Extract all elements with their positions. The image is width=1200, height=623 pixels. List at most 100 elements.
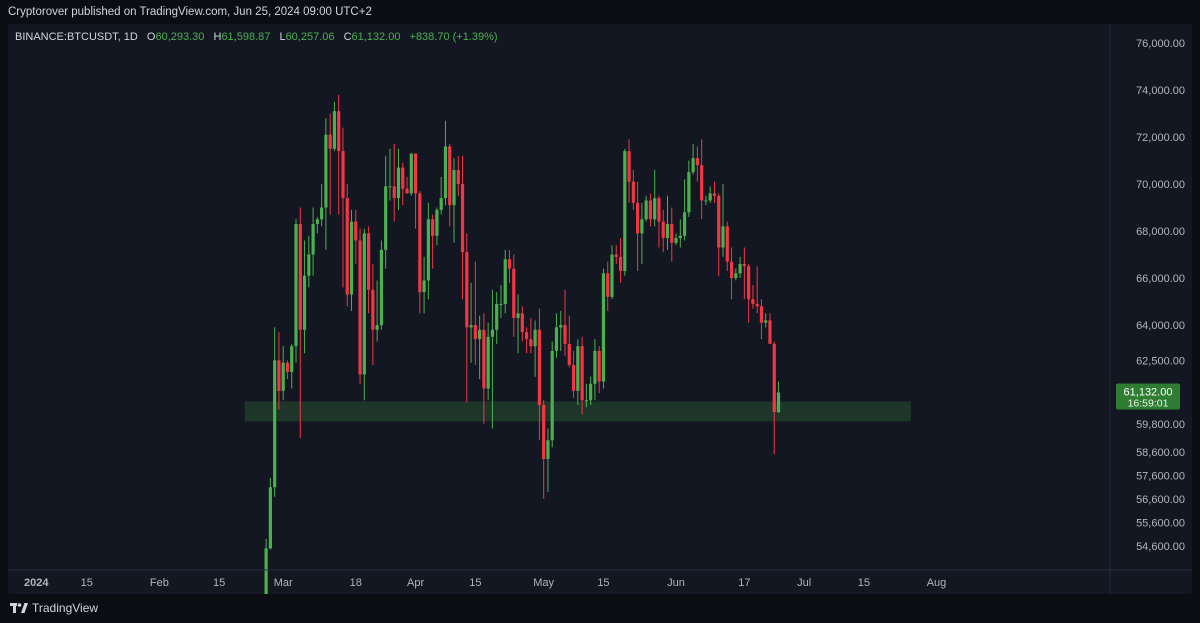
candle[interactable]: [379, 240, 384, 330]
candle[interactable]: [311, 207, 315, 276]
candle[interactable]: [751, 285, 755, 309]
candle[interactable]: [349, 209, 354, 311]
candle[interactable]: [422, 256, 426, 314]
candle[interactable]: [661, 209, 665, 253]
candle[interactable]: [495, 292, 499, 344]
candle[interactable]: [580, 336, 584, 415]
candle[interactable]: [747, 263, 751, 323]
candle[interactable]: [478, 315, 482, 380]
candle[interactable]: [268, 477, 272, 550]
candle[interactable]: [362, 228, 366, 401]
candle[interactable]: [367, 226, 371, 314]
candle[interactable]: [700, 139, 704, 220]
candle[interactable]: [285, 360, 290, 380]
candle[interactable]: [516, 294, 520, 354]
candle[interactable]: [384, 155, 388, 269]
candle[interactable]: [503, 249, 507, 314]
candle[interactable]: [499, 285, 503, 319]
candle[interactable]: [559, 310, 563, 351]
candle[interactable]: [315, 216, 319, 234]
candle[interactable]: [460, 155, 465, 300]
candle[interactable]: [375, 280, 379, 342]
candle[interactable]: [576, 339, 580, 405]
candle[interactable]: [507, 249, 512, 283]
candle[interactable]: [354, 209, 358, 264]
symbol-label[interactable]: BINANCE:BTCUSDT, 1D: [15, 31, 138, 43]
candle[interactable]: [764, 313, 768, 328]
candle[interactable]: [537, 308, 541, 441]
candle[interactable]: [529, 318, 533, 354]
candle[interactable]: [627, 139, 631, 203]
candle[interactable]: [734, 268, 738, 281]
candle[interactable]: [341, 127, 345, 288]
candle[interactable]: [708, 186, 712, 203]
candle[interactable]: [657, 195, 661, 248]
candle[interactable]: [307, 235, 311, 288]
candle[interactable]: [281, 346, 285, 401]
candle[interactable]: [298, 207, 302, 438]
candle[interactable]: [392, 144, 396, 222]
candle[interactable]: [704, 195, 708, 206]
candle[interactable]: [546, 428, 550, 492]
candle[interactable]: [264, 538, 268, 594]
candle[interactable]: [413, 153, 418, 229]
candle[interactable]: [524, 327, 529, 354]
candle[interactable]: [512, 254, 516, 337]
candle[interactable]: [738, 256, 742, 279]
candle[interactable]: [486, 322, 490, 401]
candle[interactable]: [636, 181, 640, 271]
candle[interactable]: [776, 381, 781, 414]
candle[interactable]: [554, 313, 559, 358]
candle[interactable]: [644, 195, 648, 222]
candle[interactable]: [418, 191, 422, 314]
candle[interactable]: [712, 181, 717, 203]
candle[interactable]: [345, 184, 349, 307]
candle[interactable]: [448, 144, 452, 227]
candle[interactable]: [623, 148, 627, 276]
candle[interactable]: [670, 207, 674, 262]
candle[interactable]: [439, 176, 443, 215]
candle[interactable]: [606, 261, 610, 311]
candle[interactable]: [482, 313, 486, 424]
candle[interactable]: [584, 383, 588, 408]
candle[interactable]: [533, 320, 537, 377]
candle[interactable]: [725, 221, 729, 271]
chart-panel[interactable]: BINANCE:BTCUSDT, 1D O60,293.30 H61,598.8…: [8, 24, 1192, 594]
support-zone[interactable]: [244, 401, 911, 422]
candle[interactable]: [452, 158, 456, 243]
candle[interactable]: [396, 148, 401, 210]
candle[interactable]: [601, 268, 606, 389]
candle[interactable]: [431, 214, 435, 269]
candle[interactable]: [473, 261, 477, 366]
candle[interactable]: [721, 184, 725, 257]
candle[interactable]: [273, 327, 277, 497]
candle[interactable]: [640, 202, 644, 264]
candle[interactable]: [691, 144, 695, 175]
candle[interactable]: [571, 350, 576, 398]
candle[interactable]: [337, 94, 341, 215]
candle[interactable]: [328, 113, 332, 215]
candle[interactable]: [401, 162, 405, 206]
candle[interactable]: [567, 315, 571, 368]
candle[interactable]: [687, 160, 691, 217]
candle[interactable]: [456, 155, 460, 196]
candle[interactable]: [742, 247, 746, 300]
candle[interactable]: [409, 153, 413, 196]
candle[interactable]: [435, 207, 439, 246]
candle[interactable]: [542, 400, 546, 499]
candle[interactable]: [358, 228, 362, 384]
candle[interactable]: [465, 233, 469, 403]
candle[interactable]: [589, 376, 593, 405]
price-axis[interactable]: 76,000.00 74,000.00 72,000.00 70,000.00 68,0…: [1136, 38, 1185, 553]
candle[interactable]: [648, 193, 653, 227]
candle[interactable]: [729, 247, 734, 300]
candle[interactable]: [290, 343, 294, 389]
candle[interactable]: [678, 219, 682, 248]
candle[interactable]: [405, 176, 409, 194]
candle[interactable]: [597, 346, 601, 394]
candle[interactable]: [614, 245, 618, 264]
candle[interactable]: [653, 169, 657, 227]
candle[interactable]: [388, 148, 392, 201]
candle[interactable]: [695, 146, 699, 182]
